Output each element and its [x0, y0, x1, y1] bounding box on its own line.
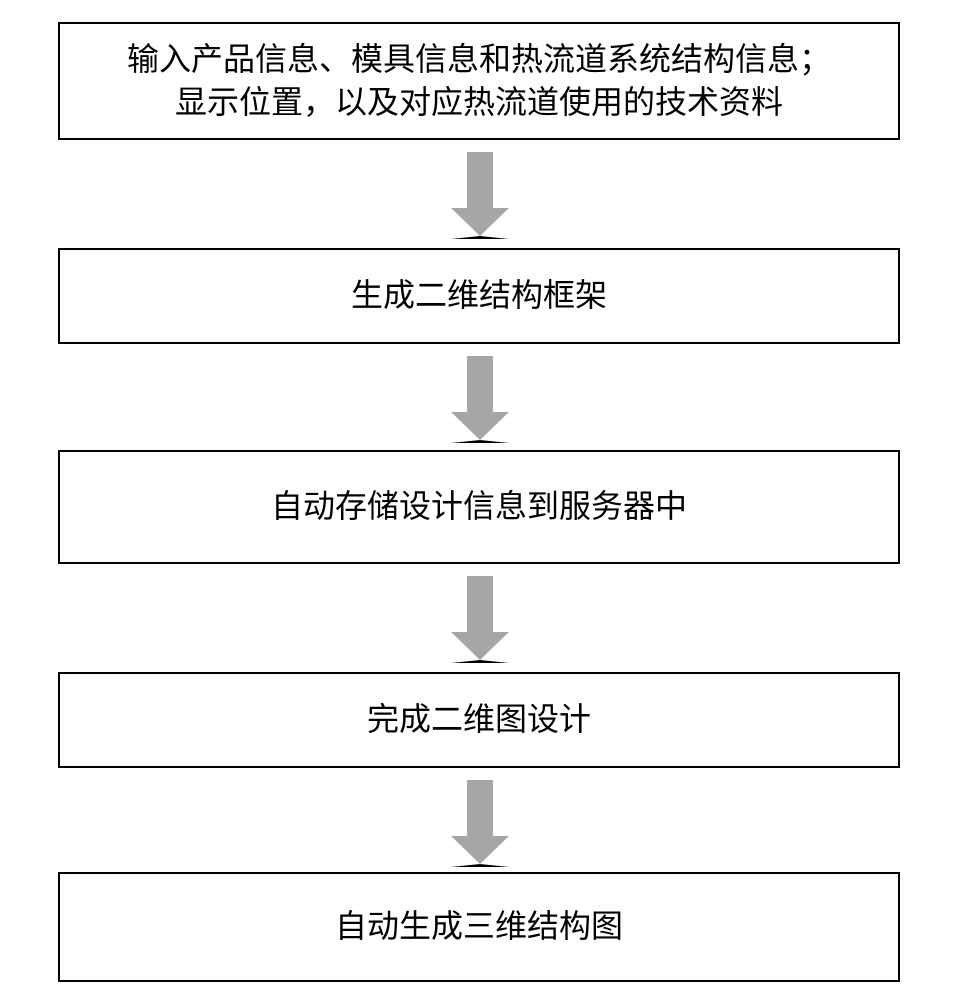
flowchart-arrow-2	[450, 356, 510, 443]
arrow-head-icon	[451, 412, 509, 443]
flowchart-step-3: 自动存储设计信息到服务器中	[58, 450, 900, 564]
flowchart-step-1-line-2: 显示位置，以及对应热流道使用的技术资料	[175, 81, 783, 124]
arrow-head-icon	[451, 836, 509, 867]
flowchart-step-2-line-1: 生成二维结构框架	[351, 274, 607, 317]
flowchart-arrow-3	[450, 576, 510, 663]
flowchart-step-5: 自动生成三维结构图	[58, 872, 900, 982]
arrow-shaft	[467, 780, 493, 836]
arrow-shaft	[467, 576, 493, 632]
arrow-shaft	[467, 356, 493, 412]
arrow-head-icon	[451, 632, 509, 663]
flowchart-step-4: 完成二维图设计	[58, 672, 900, 768]
arrow-shaft	[467, 152, 493, 208]
flowchart-step-1-line-1: 输入产品信息、模具信息和热流道系统结构信息；	[127, 38, 831, 81]
flowchart-step-4-line-1: 完成二维图设计	[367, 698, 591, 741]
flowchart-step-3-line-1: 自动存储设计信息到服务器中	[271, 485, 687, 528]
flowchart-arrow-4	[450, 780, 510, 867]
flowchart-canvas: 输入产品信息、模具信息和热流道系统结构信息； 显示位置，以及对应热流道使用的技术…	[0, 0, 959, 1000]
arrow-head-icon	[451, 208, 509, 239]
flowchart-arrow-1	[450, 152, 510, 239]
flowchart-step-1: 输入产品信息、模具信息和热流道系统结构信息； 显示位置，以及对应热流道使用的技术…	[58, 22, 900, 140]
flowchart-step-2: 生成二维结构框架	[58, 248, 900, 344]
flowchart-step-5-line-1: 自动生成三维结构图	[335, 905, 623, 948]
